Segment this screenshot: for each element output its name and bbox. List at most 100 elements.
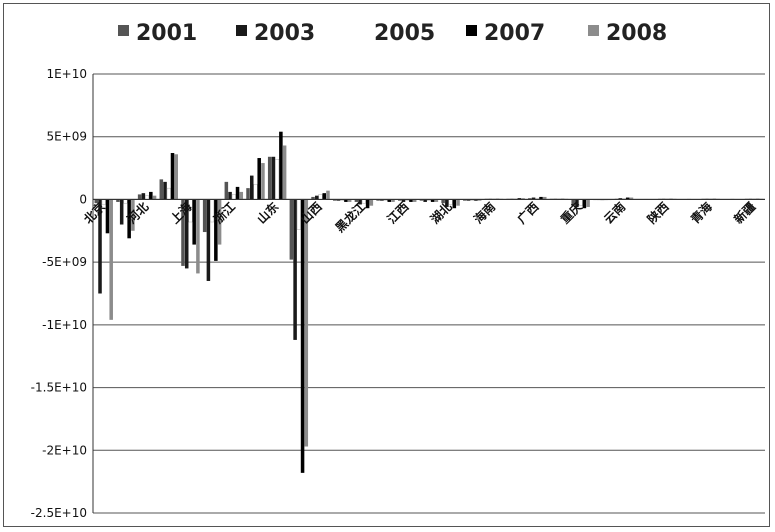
bar-2008-17: [477, 199, 482, 201]
bar-2007-13: [387, 199, 392, 202]
y-tick-label: -1E+10: [42, 318, 87, 332]
bar-2005-3: [166, 187, 171, 200]
bar-2003-11: [336, 199, 341, 201]
bar-2007-2: [149, 191, 153, 200]
bar-2001-7: [246, 188, 250, 200]
bar-2008-9: [304, 199, 309, 447]
bar-2008-10: [326, 190, 330, 200]
y-tick-label: -5E+09: [42, 255, 87, 269]
bar-2001-13: [376, 199, 380, 201]
bar-2005-16: [448, 199, 453, 205]
x-category-label: 青海: [687, 199, 715, 227]
bar-2008-8: [282, 145, 287, 200]
bar-2001-17: [463, 199, 467, 201]
y-tick-label: -2E+10: [42, 443, 87, 457]
bar-2001-5: [202, 199, 207, 233]
x-category-label: 黑龙江: [332, 199, 368, 235]
legend-label: 2003: [254, 21, 315, 46]
bar-2001-8: [267, 156, 272, 200]
bar-2007-16: [452, 199, 457, 209]
bar-2007-24: [625, 197, 630, 200]
x-category-label: 江西: [384, 199, 412, 227]
bar-2007-4: [192, 199, 196, 245]
bar-2001-14: [398, 199, 402, 201]
bar-2008-2: [152, 195, 157, 200]
bar-2008-4: [196, 199, 200, 274]
bar-2003-7: [249, 175, 254, 200]
y-tick-label: 0: [79, 192, 87, 206]
bar-2005-6: [231, 194, 236, 200]
bar-2003-3: [163, 181, 167, 200]
gridlines: [93, 73, 765, 514]
bar-2007-7: [257, 158, 261, 200]
bar-2001-11: [332, 199, 337, 201]
bar-2007-3: [170, 153, 175, 200]
bar-2008-5: [217, 199, 222, 245]
bar-2008-6: [239, 191, 244, 200]
bar-2003-9: [293, 199, 297, 340]
bar-2003-15: [423, 199, 427, 202]
bar-2003-6: [228, 191, 232, 200]
bar-2001-2: [137, 194, 142, 200]
legend-swatch: [118, 25, 129, 36]
bar-2008-22: [586, 199, 590, 207]
bar-2008-13: [391, 199, 395, 202]
bar-2001-12: [354, 199, 359, 202]
bar-2008-16: [456, 199, 460, 206]
bar-2007-11: [344, 199, 348, 202]
bar-2001-4: [181, 199, 185, 266]
bar-2007-5: [214, 199, 218, 261]
bar-2003-8: [271, 156, 276, 200]
y-tick-label: 5E+09: [46, 130, 87, 144]
bar-2003-5: [206, 199, 211, 281]
bar-2005-10: [318, 194, 323, 200]
legend-label: 2005: [374, 21, 435, 46]
bar-2001-15: [419, 199, 424, 201]
bar-2007-20: [539, 196, 543, 200]
bar-2001-10: [311, 196, 315, 200]
bar-2008-3: [174, 154, 178, 200]
y-tick-label: -1.5E+10: [31, 381, 87, 395]
legend-label: 2001: [136, 21, 197, 46]
bar-2001-16: [441, 199, 445, 204]
bar-2005-0: [101, 199, 106, 205]
bar-2007-19: [517, 198, 522, 200]
bar-2007-1: [127, 199, 131, 239]
bar-2003-24: [618, 198, 623, 200]
bar-2001-9: [289, 199, 294, 260]
bar-2007-14: [409, 199, 413, 202]
bar-2003-14: [401, 199, 406, 202]
x-category-label: 陕西: [644, 199, 672, 227]
legend: 2001 2003 2005 2007 2008: [118, 21, 667, 46]
bar-2007-22: [582, 199, 587, 209]
bar-2003-20: [531, 197, 536, 200]
legend-swatch: [236, 25, 247, 36]
x-category-label: 广西: [514, 199, 542, 227]
bar-2001-3: [159, 179, 164, 200]
bar-2003-1: [119, 199, 124, 225]
bar-2001-22: [571, 199, 575, 205]
bar-2007-8: [279, 131, 283, 200]
bar-2003-4: [184, 199, 189, 269]
legend-swatch: [588, 25, 599, 36]
bar-2008-7: [261, 163, 265, 200]
bar-2003-12: [358, 199, 362, 205]
bar-2008-1: [131, 199, 135, 231]
y-tick-label: 1E+10: [46, 67, 87, 81]
x-category-label: 新疆: [731, 199, 759, 227]
x-category-label: 海南: [471, 199, 499, 227]
bar-2008-14: [412, 199, 417, 202]
y-tick-label: -2.5E+10: [31, 506, 87, 520]
legend-swatch: [466, 25, 477, 36]
bars: [94, 131, 764, 473]
bar-2007-12: [365, 199, 370, 209]
bar-2003-17: [466, 199, 471, 201]
bar-2001-1: [116, 199, 120, 202]
bar-2008-11: [347, 199, 352, 202]
bar-2001-20: [528, 198, 532, 200]
bar-2001-6: [224, 181, 229, 200]
chart-frame: [3, 3, 770, 527]
bar-2008-12: [369, 199, 374, 206]
x-category-label: 云南: [601, 199, 629, 227]
